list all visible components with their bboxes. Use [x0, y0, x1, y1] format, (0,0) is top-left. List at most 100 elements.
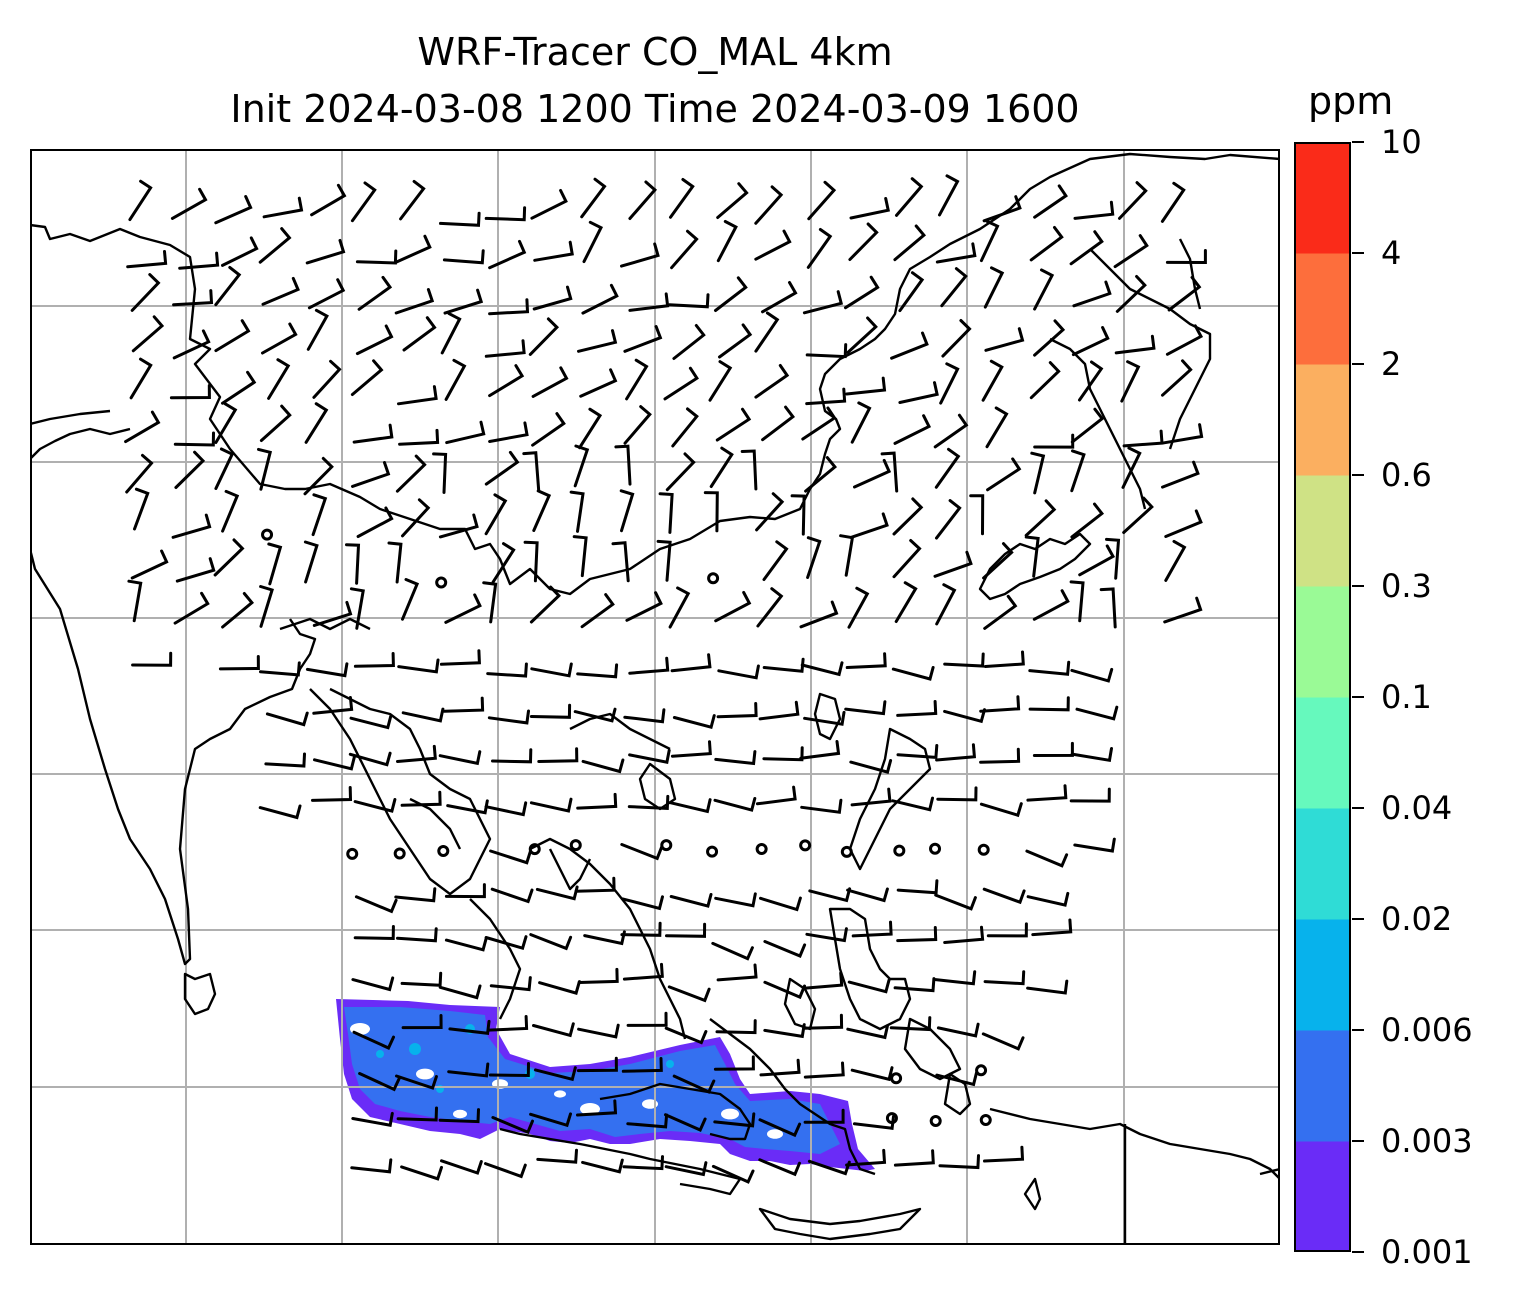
- wind-barb: [756, 587, 784, 628]
- wind-barb: [523, 540, 539, 583]
- wind-barb: [537, 747, 579, 763]
- wind-barb: [656, 539, 672, 582]
- wind-barb: [1028, 696, 1070, 712]
- wind-barb: [395, 454, 427, 493]
- wind-barb: [446, 799, 489, 815]
- wind-barb: [261, 276, 300, 306]
- wind-barb: [667, 985, 711, 1003]
- wind-barb: [802, 1013, 844, 1030]
- wind-barb: [259, 661, 301, 677]
- wind-barb: [484, 493, 508, 536]
- calm-wind-marker: [890, 1072, 903, 1085]
- wind-barb: [847, 586, 870, 629]
- coastline-segment: [709, 1018, 876, 1176]
- wind-barb: [401, 1014, 443, 1030]
- tracer-gap: [580, 1103, 600, 1115]
- wind-barb: [982, 887, 1026, 905]
- wind-barb: [803, 1108, 845, 1124]
- wind-barb: [802, 290, 844, 315]
- wind-barb: [1028, 660, 1071, 676]
- wind-barb: [488, 298, 530, 316]
- wind-barb: [396, 744, 437, 763]
- wind-barb: [1024, 499, 1057, 537]
- wind-barb: [488, 239, 527, 270]
- wind-barb: [312, 696, 354, 715]
- colorbar-frame: [1294, 142, 1351, 1252]
- wind-barb: [803, 710, 846, 726]
- wind-barb: [1115, 275, 1147, 313]
- wind-barb: [802, 971, 844, 990]
- figure-title-line-1: WRF-Tracer CO_MAL 4km: [417, 30, 893, 74]
- wind-barb: [709, 446, 734, 488]
- wind-barb: [621, 1057, 663, 1073]
- wind-barb: [893, 414, 932, 445]
- tracer-gap: [416, 1068, 434, 1080]
- wind-barb: [763, 980, 806, 1000]
- coastline-segment: [813, 692, 842, 741]
- colorbar-unit-label: ppm: [1308, 79, 1394, 123]
- wind-barb: [128, 179, 153, 222]
- wind-barb: [357, 275, 393, 311]
- wind-barb: [577, 1023, 620, 1039]
- wind-barb: [934, 893, 977, 911]
- wind-barb: [131, 651, 173, 667]
- coastline-segment: [1023, 1177, 1042, 1211]
- wind-barb: [665, 452, 696, 492]
- wind-barb: [979, 747, 1021, 764]
- wind-barb: [849, 759, 893, 774]
- wind-barb: [846, 1024, 889, 1040]
- calm-wind-marker: [977, 843, 990, 856]
- wind-barb: [1163, 596, 1203, 624]
- colorbar-bin: [1294, 586, 1351, 698]
- wind-barb: [716, 963, 758, 982]
- wind-barb: [891, 796, 934, 812]
- wind-barb: [172, 289, 214, 307]
- tracer-region-mid: [344, 1007, 840, 1154]
- wind-barb: [935, 499, 962, 540]
- colorbar-tick: [1352, 141, 1364, 143]
- coastline-segment: [1089, 248, 1212, 450]
- wind-barb: [893, 1149, 935, 1167]
- coastline-segment: [848, 727, 932, 871]
- wind-barb: [1071, 326, 1110, 357]
- wind-barb: [754, 364, 790, 399]
- lat-lon-gridlines: [30, 149, 1280, 1245]
- calm-wind-marker: [979, 1114, 992, 1127]
- map-panel: [30, 149, 1280, 1245]
- wind-barb: [1024, 535, 1040, 578]
- wind-barb: [808, 887, 852, 903]
- wind-barb: [663, 366, 699, 401]
- wind-barb: [669, 893, 713, 908]
- wind-barb: [983, 970, 1026, 986]
- wind-barb: [1069, 787, 1111, 803]
- wind-barb: [672, 324, 706, 360]
- wind-barb: [577, 329, 618, 353]
- wind-barb: [800, 661, 844, 677]
- coastline-segment: [548, 848, 592, 891]
- wind-barb: [1030, 451, 1046, 495]
- colorbar-tick: [1352, 696, 1364, 698]
- calm-wind-marker: [885, 1112, 898, 1125]
- tracer-gap: [721, 1108, 739, 1120]
- wind-barb: [393, 234, 432, 265]
- wind-barb: [790, 494, 806, 536]
- wind-barb: [1078, 360, 1104, 402]
- wind-barb: [267, 542, 283, 586]
- wind-barb: [716, 702, 758, 719]
- wind-barb: [1075, 705, 1119, 721]
- wind-barb: [345, 543, 361, 585]
- wind-barb: [398, 428, 440, 446]
- colorbar-tick: [1352, 474, 1364, 476]
- wind-barb: [221, 370, 257, 405]
- wind-barb: [627, 794, 670, 810]
- wind-barb: [1165, 249, 1207, 265]
- wind-barb: [626, 1113, 669, 1129]
- wind-barb: [130, 549, 169, 580]
- wind-barb: [1070, 502, 1105, 539]
- wind-barb: [444, 936, 488, 952]
- wind-barb: [574, 876, 616, 893]
- wind-barb: [982, 542, 1014, 580]
- wind-barb: [1033, 268, 1055, 311]
- wind-barb: [354, 895, 398, 914]
- wind-barb: [844, 700, 887, 716]
